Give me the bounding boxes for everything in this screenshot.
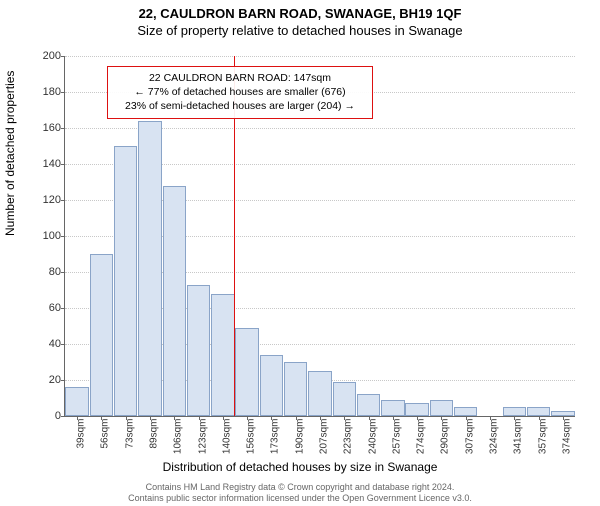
x-axis-label: Distribution of detached houses by size … — [0, 460, 600, 474]
footer-attribution: Contains HM Land Registry data © Crown c… — [0, 482, 600, 505]
ytick-mark — [61, 344, 65, 345]
ytick-label: 140 — [33, 158, 61, 170]
xtick-label: 324sqm — [489, 419, 500, 455]
ytick-label: 80 — [33, 266, 61, 278]
xtick-label: 223sqm — [343, 419, 354, 455]
xtick-label: 39sqm — [76, 419, 87, 449]
ytick-mark — [61, 200, 65, 201]
page-title-line2: Size of property relative to detached ho… — [0, 23, 600, 38]
histogram-bar — [308, 371, 331, 416]
histogram-bar — [90, 254, 113, 416]
ytick-label: 20 — [33, 374, 61, 386]
ytick-label: 0 — [33, 410, 61, 422]
histogram-bar — [260, 355, 283, 416]
xtick-label: 190sqm — [294, 419, 305, 455]
ytick-mark — [61, 380, 65, 381]
histogram-bar — [405, 403, 428, 416]
xtick-label: 123sqm — [197, 419, 208, 455]
xtick-label: 173sqm — [270, 419, 281, 455]
xtick-label: 140sqm — [221, 419, 232, 455]
ytick-mark — [61, 308, 65, 309]
y-axis-label: Number of detached properties — [3, 71, 17, 236]
ytick-mark — [61, 56, 65, 57]
histogram-bar — [381, 400, 404, 416]
xtick-label: 106sqm — [173, 419, 184, 455]
info-line-1: 22 CAULDRON BARN ROAD: 147sqm — [116, 71, 364, 85]
xtick-label: 341sqm — [513, 419, 524, 455]
xtick-label: 290sqm — [440, 419, 451, 455]
histogram-bar — [454, 407, 477, 416]
histogram-bar — [527, 407, 550, 416]
ytick-label: 120 — [33, 194, 61, 206]
ytick-mark — [61, 416, 65, 417]
histogram-bar — [138, 121, 161, 416]
histogram-bar — [65, 387, 88, 416]
ytick-label: 160 — [33, 122, 61, 134]
histogram-bar — [114, 146, 137, 416]
ytick-mark — [61, 272, 65, 273]
xtick-label: 207sqm — [319, 419, 330, 455]
gridline — [65, 56, 575, 57]
histogram-bar — [284, 362, 307, 416]
xtick-label: 89sqm — [149, 419, 160, 449]
ytick-label: 40 — [33, 338, 61, 350]
histogram-bar — [357, 394, 380, 416]
ytick-mark — [61, 128, 65, 129]
ytick-label: 60 — [33, 302, 61, 314]
histogram-bar — [430, 400, 453, 416]
xtick-label: 374sqm — [561, 419, 572, 455]
chart-plot-area: 02040608010012014016018020039sqm56sqm73s… — [64, 56, 575, 417]
ytick-mark — [61, 164, 65, 165]
xtick-label: 156sqm — [246, 419, 257, 455]
info-line-3: 23% of semi-detached houses are larger (… — [116, 99, 364, 113]
ytick-label: 100 — [33, 230, 61, 242]
histogram-bar — [333, 382, 356, 416]
histogram-bar — [163, 186, 186, 416]
ytick-mark — [61, 92, 65, 93]
xtick-label: 56sqm — [100, 419, 111, 449]
info-line-2: ← 77% of detached houses are smaller (67… — [116, 85, 364, 99]
histogram-bar — [211, 294, 234, 416]
ytick-label: 200 — [33, 50, 61, 62]
xtick-label: 307sqm — [464, 419, 475, 455]
ytick-mark — [61, 236, 65, 237]
property-info-box: 22 CAULDRON BARN ROAD: 147sqm← 77% of de… — [107, 66, 373, 119]
xtick-label: 73sqm — [124, 419, 135, 449]
xtick-label: 257sqm — [391, 419, 402, 455]
page-title-line1: 22, CAULDRON BARN ROAD, SWANAGE, BH19 1Q… — [0, 6, 600, 21]
xtick-label: 357sqm — [537, 419, 548, 455]
footer-line-1: Contains HM Land Registry data © Crown c… — [0, 482, 600, 493]
histogram-bar — [235, 328, 258, 416]
footer-line-2: Contains public sector information licen… — [0, 493, 600, 504]
xtick-label: 274sqm — [416, 419, 427, 455]
xtick-label: 240sqm — [367, 419, 378, 455]
histogram-bar — [187, 285, 210, 416]
histogram-bar — [503, 407, 526, 416]
ytick-label: 180 — [33, 86, 61, 98]
